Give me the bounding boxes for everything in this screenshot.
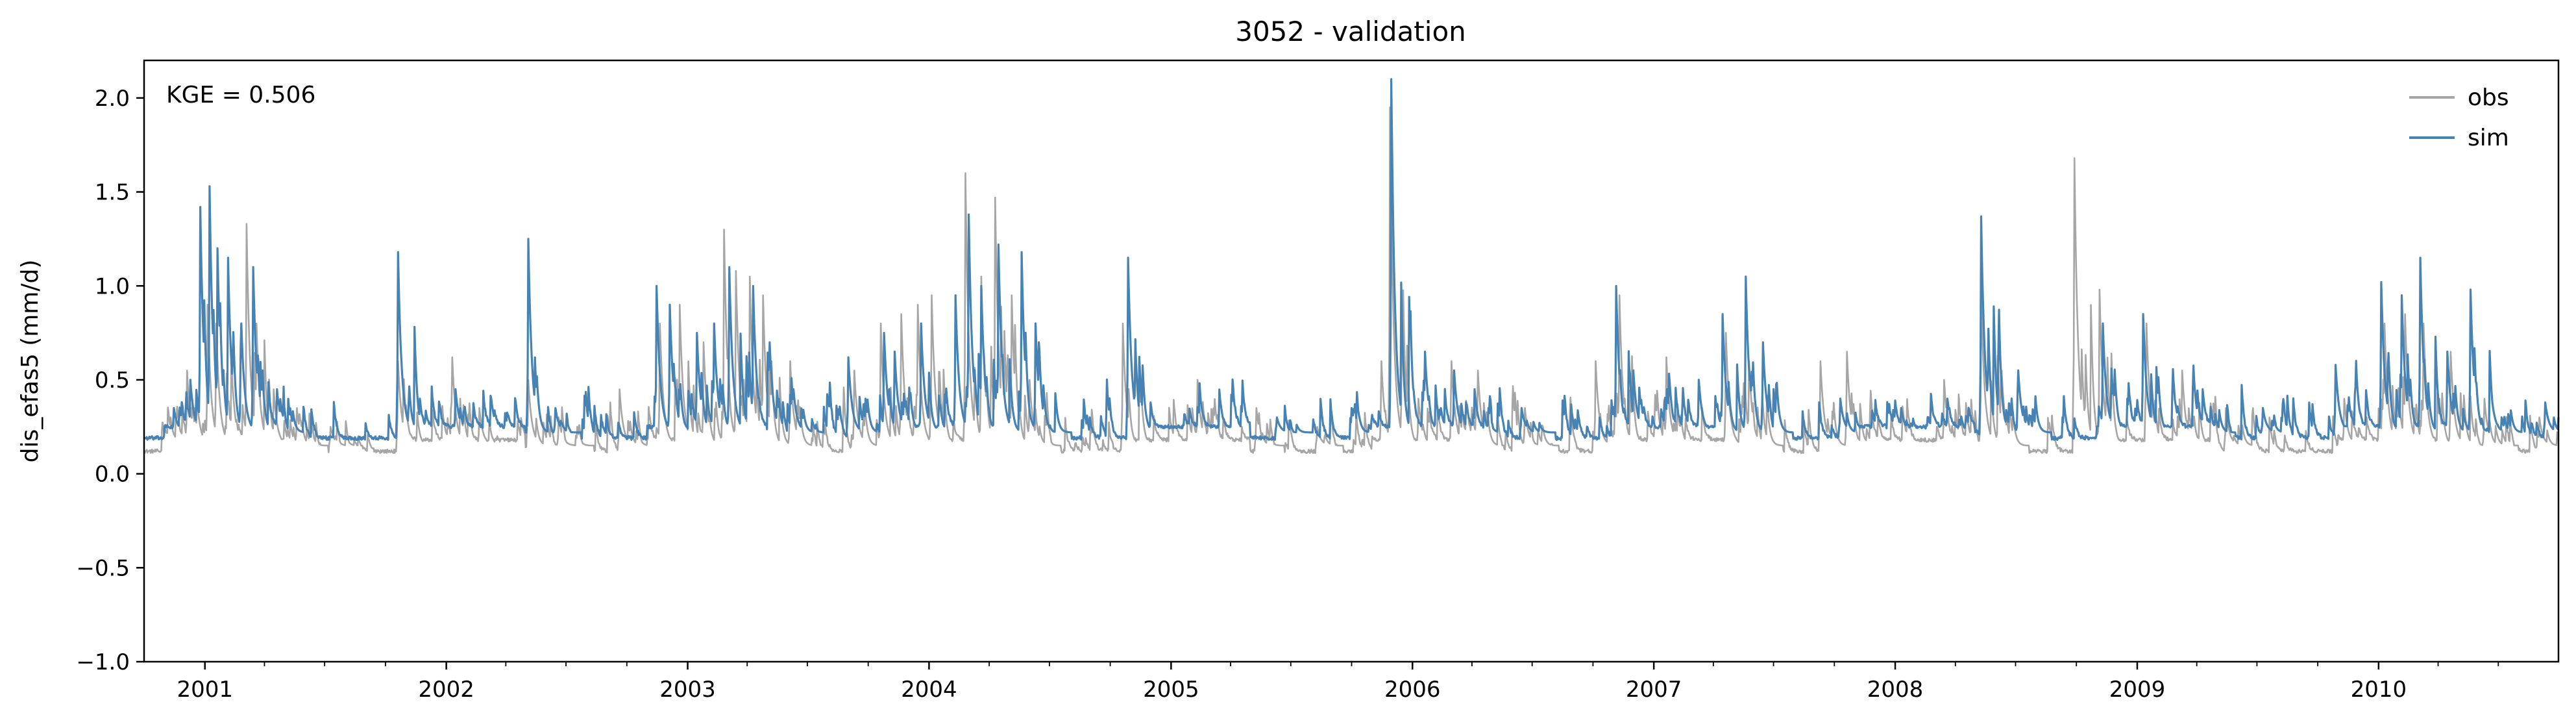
legend-label-sim: sim [2468, 125, 2509, 151]
y-tick-label: −1.0 [76, 649, 130, 675]
x-tick-label: 2010 [2351, 677, 2407, 703]
x-tick-label: 2003 [659, 677, 716, 703]
x-tick-label: 2005 [1143, 677, 1199, 703]
kge-annotation: KGE = 0.506 [166, 82, 315, 108]
x-tick-label: 2007 [1626, 677, 1682, 703]
legend-label-obs: obs [2468, 84, 2509, 111]
x-tick-label: 2001 [177, 677, 233, 703]
y-tick-label: −0.5 [76, 555, 130, 581]
x-tick-label: 2002 [418, 677, 474, 703]
y-axis-label: dis_efas5 (mm/d) [17, 260, 43, 463]
x-tick-label: 2004 [901, 677, 957, 703]
series-layer [143, 78, 2560, 455]
y-tick-label: 1.5 [95, 180, 130, 206]
y-tick-label: 0.5 [95, 368, 130, 394]
legend: obs sim [2409, 84, 2509, 151]
y-tick-label: 1.0 [95, 273, 130, 299]
y-axis: −1.0 −0.5 0.0 0.5 1.0 1.5 2.0 [76, 86, 144, 675]
y-tick-label: 0.0 [95, 462, 130, 488]
x-tick-label: 2006 [1384, 677, 1441, 703]
x-axis: 2001 2002 2003 2004 2005 2006 2007 2008 2009 2010 [177, 662, 2499, 703]
x-tick-label: 2008 [1867, 677, 1924, 703]
series-line-sim [143, 78, 2560, 442]
x-tick-label: 2009 [2109, 677, 2166, 703]
y-tick-label: 2.0 [95, 86, 130, 112]
chart-title: 3052 - validation [1235, 16, 1466, 47]
